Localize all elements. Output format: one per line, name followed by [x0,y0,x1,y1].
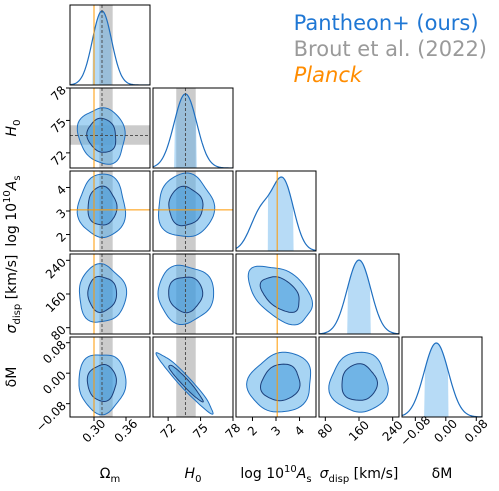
panel-frame [152,336,234,418]
contour-2sigma [155,352,214,415]
panel-H0-vs-Om [70,88,150,168]
marginal-68-region [424,343,449,417]
panel-frame [401,336,483,418]
legend-item-planck: Planck [293,63,363,87]
y-axis-label-H0: H0 [4,120,23,137]
panel-dM-vs-Om [78,337,127,417]
panel-frame [69,87,151,169]
y-axis-label-logAs: log 1010As [2,175,23,246]
panel-frame [152,253,234,335]
x-tick-label: 0.36 [112,417,141,446]
panel-frame [152,170,234,252]
x-axis-label-dM: δM [432,466,453,482]
legend-item-brout: Brout et al. (2022) [293,37,487,61]
panel-sigma-vs-H0 [157,254,215,334]
marginal-68-region [267,177,294,251]
contour-1sigma [87,185,118,226]
panel-frame [235,253,317,335]
panel-frame [69,4,151,86]
marginal-curve [236,176,316,251]
x-axis-label-logAs: log 1010As [240,464,311,485]
x-tick-label: 2 [245,423,260,438]
panel-dM-vs-dM [402,342,482,417]
x-tick-label: 160 [346,418,372,444]
contour-1sigma [259,276,300,313]
contour-1sigma [341,363,379,401]
panel-frame [318,253,400,335]
panel-frame [235,170,317,252]
y-axis-label-sigma: σdisp [km/s] [4,255,23,334]
x-axis-label-sigma: σdisp [km/s] [320,466,399,485]
y-tick-label: 3 [54,206,69,221]
y-tick-label: 240 [43,255,69,281]
y-tick-label: 0.08 [40,338,69,367]
y-tick-label: 0.00 [40,368,69,397]
x-tick-label: 78 [223,421,244,442]
panel-frame [69,336,151,418]
contour-2sigma [328,351,389,413]
contour-1sigma [168,185,204,227]
panel-frame [152,87,234,169]
x-tick-label: 75 [190,421,211,442]
panel-H0-vs-H0 [153,88,233,168]
contour-2sigma [78,354,127,416]
panel-dM-vs-sigma [328,351,389,413]
contour-2sigma [78,263,128,323]
contour-1sigma [168,364,204,403]
contour-1sigma [259,363,301,402]
x-tick-label: 4 [292,423,307,438]
y-tick-label: 4 [54,183,69,198]
marginal-curve [319,259,399,334]
panel-logAs-vs-H0 [153,171,233,251]
marginal-curve [402,342,482,417]
marginal-curve [153,93,233,168]
brout-band [176,88,196,168]
x-tick-label: 80 [315,421,336,442]
x-tick-label: 0.30 [80,417,109,446]
marginal-68-region [347,260,371,334]
panel-logAs-vs-logAs [236,171,316,251]
contour-2sigma [246,351,312,413]
y-tick-label: 72 [48,148,69,169]
y-tick-label: 160 [43,289,69,315]
y-tick-label: −0.08 [33,399,69,435]
x-tick-label: 3 [268,423,283,438]
y-tick-label: 75 [48,115,69,136]
panel-sigma-vs-Om [78,254,128,334]
panel-logAs-vs-Om [70,171,150,251]
brout-band [99,5,113,85]
legend-item-ours: Pantheon+ (ours) [293,11,479,35]
x-axis-label-Om: Ωm [100,466,120,485]
x-axis-label-H0: H0 [185,466,202,485]
panel-sigma-vs-sigma [319,259,399,334]
y-tick-label: 78 [48,83,69,104]
contour-2sigma [76,173,127,238]
x-tick-label: 0.08 [462,417,491,446]
panel-dM-vs-H0 [155,337,214,417]
x-tick-label: 72 [158,421,179,442]
panel-sigma-vs-logAs [247,254,314,334]
y-axis-label-dM: δM [4,367,20,388]
panel-Om-vs-Om [70,5,150,85]
x-tick-label: 0.00 [431,417,460,446]
panel-dM-vs-logAs [246,337,312,417]
legend: Pantheon+ (ours) Brout et al. (2022) Pla… [294,10,487,88]
y-tick-label: 2 [54,230,69,245]
